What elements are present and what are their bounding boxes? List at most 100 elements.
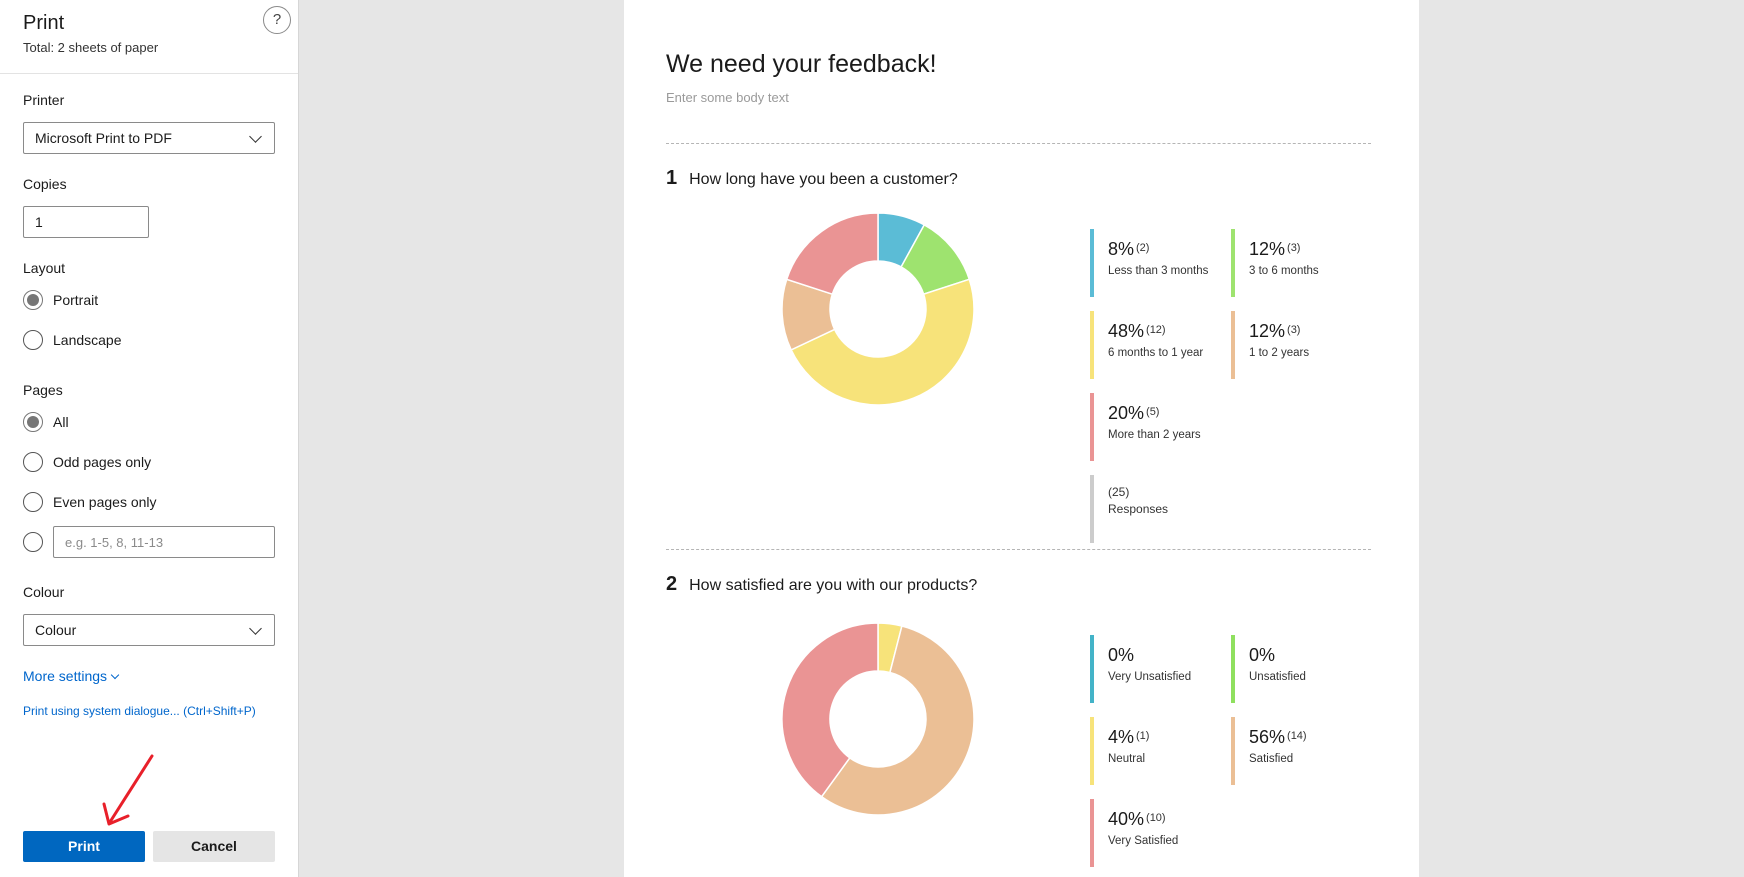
legend-color-bar — [1090, 635, 1094, 703]
donut-chart-1 — [781, 212, 975, 406]
layout-portrait-radio[interactable]: Portrait — [23, 289, 98, 311]
legend-item: 4% (1) Neutral — [1090, 717, 1220, 785]
pages-custom-radio[interactable] — [23, 531, 53, 553]
legend-item: 48% (12) 6 months to 1 year — [1090, 311, 1220, 379]
chevron-down-icon — [249, 130, 262, 143]
help-button[interactable]: ? — [263, 6, 291, 34]
legend-percent: 8% — [1108, 239, 1135, 259]
legend-percent: 20% — [1108, 403, 1145, 423]
radio-label: All — [53, 414, 69, 430]
legend-item: 56% (14) Satisfied — [1231, 717, 1361, 785]
responses-label: Responses — [1108, 502, 1169, 516]
legend-label: Very Satisfied — [1108, 835, 1179, 847]
more-settings-link[interactable]: More settings — [23, 668, 120, 684]
document-body: Enter some body text — [666, 90, 789, 105]
legend-item: 20% (5) More than 2 years — [1090, 393, 1220, 461]
colour-label: Colour — [23, 584, 65, 600]
chevron-down-icon — [110, 670, 120, 680]
copies-label: Copies — [23, 176, 67, 192]
cancel-button[interactable]: Cancel — [153, 831, 275, 862]
legend-label: Very Unsatisfied — [1108, 671, 1192, 683]
legend-count: (12) — [1146, 324, 1166, 336]
page-range-placeholder: e.g. 1-5, 8, 11-13 — [65, 535, 164, 550]
colour-value: Colour — [35, 622, 77, 638]
legend-percent: 56% — [1249, 727, 1286, 747]
legend-color-bar — [1090, 717, 1094, 785]
legend-label: 6 months to 1 year — [1108, 347, 1204, 359]
print-preview-page: We need your feedback! Enter some body t… — [624, 0, 1419, 877]
legend-color-bar — [1090, 229, 1094, 297]
legend-label: Neutral — [1108, 753, 1146, 765]
sheet-count: Total: 2 sheets of paper — [23, 40, 159, 55]
legend-item: 12% (3) 1 to 2 years — [1231, 311, 1361, 379]
legend-color-bar — [1090, 311, 1094, 379]
printer-value: Microsoft Print to PDF — [35, 130, 172, 146]
legend-color-bar — [1090, 799, 1094, 867]
copies-input[interactable]: 1 — [23, 206, 149, 238]
legend-count: (10) — [1146, 812, 1166, 824]
print-button[interactable]: Print — [23, 831, 145, 862]
page-range-input[interactable]: e.g. 1-5, 8, 11-13 — [53, 526, 275, 558]
print-panel: Print Total: 2 sheets of paper ? Printer… — [0, 0, 299, 877]
responses-item: (25) Responses — [1090, 475, 1220, 543]
pages-odd-radio[interactable]: Odd pages only — [23, 451, 151, 473]
legend-item: 40% (10) Very Satisfied — [1090, 799, 1220, 867]
pages-label: Pages — [23, 382, 63, 398]
panel-title: Print — [23, 12, 65, 34]
divider — [666, 549, 1371, 550]
radio-label: Even pages only — [53, 494, 157, 510]
radio-unchecked-icon — [23, 532, 43, 552]
radio-unchecked-icon — [23, 492, 43, 512]
layout-label: Layout — [23, 260, 66, 276]
donut-slice-satisfied — [820, 625, 975, 816]
radio-unchecked-icon — [23, 330, 43, 350]
legend-label: 3 to 6 months — [1249, 265, 1319, 277]
legend-color-bar — [1231, 635, 1235, 703]
colour-select[interactable]: Colour — [23, 614, 275, 646]
legend-color-bar — [1231, 717, 1235, 785]
legend-percent: 0% — [1249, 645, 1276, 665]
legend-color-bar — [1231, 311, 1235, 379]
legend-percent: 48% — [1108, 321, 1145, 341]
question-number: 1 — [666, 167, 678, 189]
donut-slice-6-months-to-1-year — [790, 278, 975, 406]
donut-chart-2 — [781, 622, 975, 816]
donut-slice-more-than-2-years — [785, 212, 879, 296]
legend-item: 0% Unsatisfied — [1231, 635, 1361, 703]
radio-label: Portrait — [53, 292, 99, 308]
printer-select[interactable]: Microsoft Print to PDF — [23, 122, 275, 154]
printer-label: Printer — [23, 92, 65, 108]
question-1: 1 How long have you been a customer? — [666, 167, 958, 190]
legend-percent: 12% — [1249, 321, 1286, 341]
help-icon: ? — [272, 11, 282, 28]
legend-label: Satisfied — [1249, 753, 1294, 765]
legend-color-bar — [1231, 229, 1235, 297]
chevron-down-icon — [249, 622, 262, 635]
divider — [666, 143, 1371, 144]
legend-count: (5) — [1146, 406, 1160, 418]
legend-color-bar — [1090, 393, 1094, 461]
layout-landscape-radio[interactable]: Landscape — [23, 329, 122, 351]
legend-percent: 12% — [1249, 239, 1286, 259]
legend-count: (14) — [1287, 730, 1307, 742]
radio-checked-icon — [23, 412, 43, 432]
pages-all-radio[interactable]: All — [23, 411, 69, 433]
question-2: 2 How satisfied are you with our products… — [666, 573, 977, 596]
copies-value: 1 — [35, 214, 43, 230]
pages-even-radio[interactable]: Even pages only — [23, 491, 157, 513]
legend-item: 12% (3) 3 to 6 months — [1231, 229, 1361, 297]
document-title: We need your feedback! — [666, 50, 937, 78]
legend-percent: 4% — [1108, 727, 1135, 747]
legend-item: 0% Very Unsatisfied — [1090, 635, 1220, 703]
donut-slice-very-satisfied — [781, 622, 879, 798]
question-text: How satisfied are you with our products? — [689, 577, 978, 594]
legend-label: Less than 3 months — [1108, 265, 1209, 277]
legend-count: (1) — [1136, 730, 1150, 742]
more-settings-label: More settings — [23, 668, 108, 684]
legend-count: (2) — [1136, 242, 1150, 254]
system-dialog-link[interactable]: Print using system dialogue... (Ctrl+Shi… — [23, 704, 256, 718]
legend-item: 8% (2) Less than 3 months — [1090, 229, 1220, 297]
panel-header: Print Total: 2 sheets of paper ? — [0, 0, 298, 74]
radio-label: Landscape — [53, 332, 122, 348]
legend-label: 1 to 2 years — [1249, 347, 1310, 359]
